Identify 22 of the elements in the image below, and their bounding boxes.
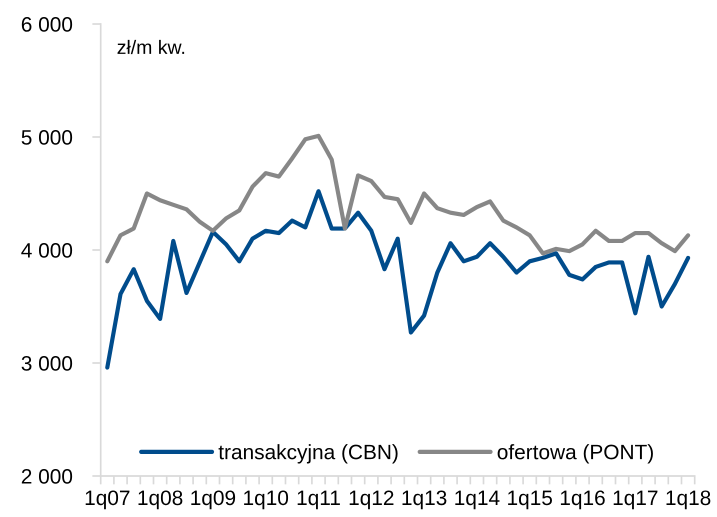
line-series [105,189,690,370]
line-series [105,134,690,264]
x-tick-label: 1q08 [138,490,182,510]
x-tick-label: 1q07 [86,490,130,510]
x-tick-label: 1q13 [402,490,446,510]
y-tick-label: 5 000 [22,130,72,145]
y-tick-label: 3 000 [22,356,72,371]
x-tick-label: 1q09 [191,490,236,510]
y-tick-label: 4 000 [21,243,72,258]
y-tick-label: 6 000 [22,17,72,32]
x-tick-label: 1q11 [298,490,340,510]
y-tick-label: 2 000 [22,469,72,484]
y-axis-title: zł/m kw. [118,40,184,54]
x-tick-label: 1q10 [244,490,288,510]
legend-label: ofertowa (PONT) [498,444,653,464]
x-tick-label: 1q17 [614,490,658,510]
x-tick-label: 1q16 [560,490,605,510]
x-tick-label: 1q14 [455,490,500,510]
x-tick-label: 1q12 [350,490,394,510]
x-tick-label: 1q15 [508,490,552,510]
x-tick-label: 1q18 [666,490,710,510]
legend-label: transakcyjna (CBN) [218,444,398,464]
